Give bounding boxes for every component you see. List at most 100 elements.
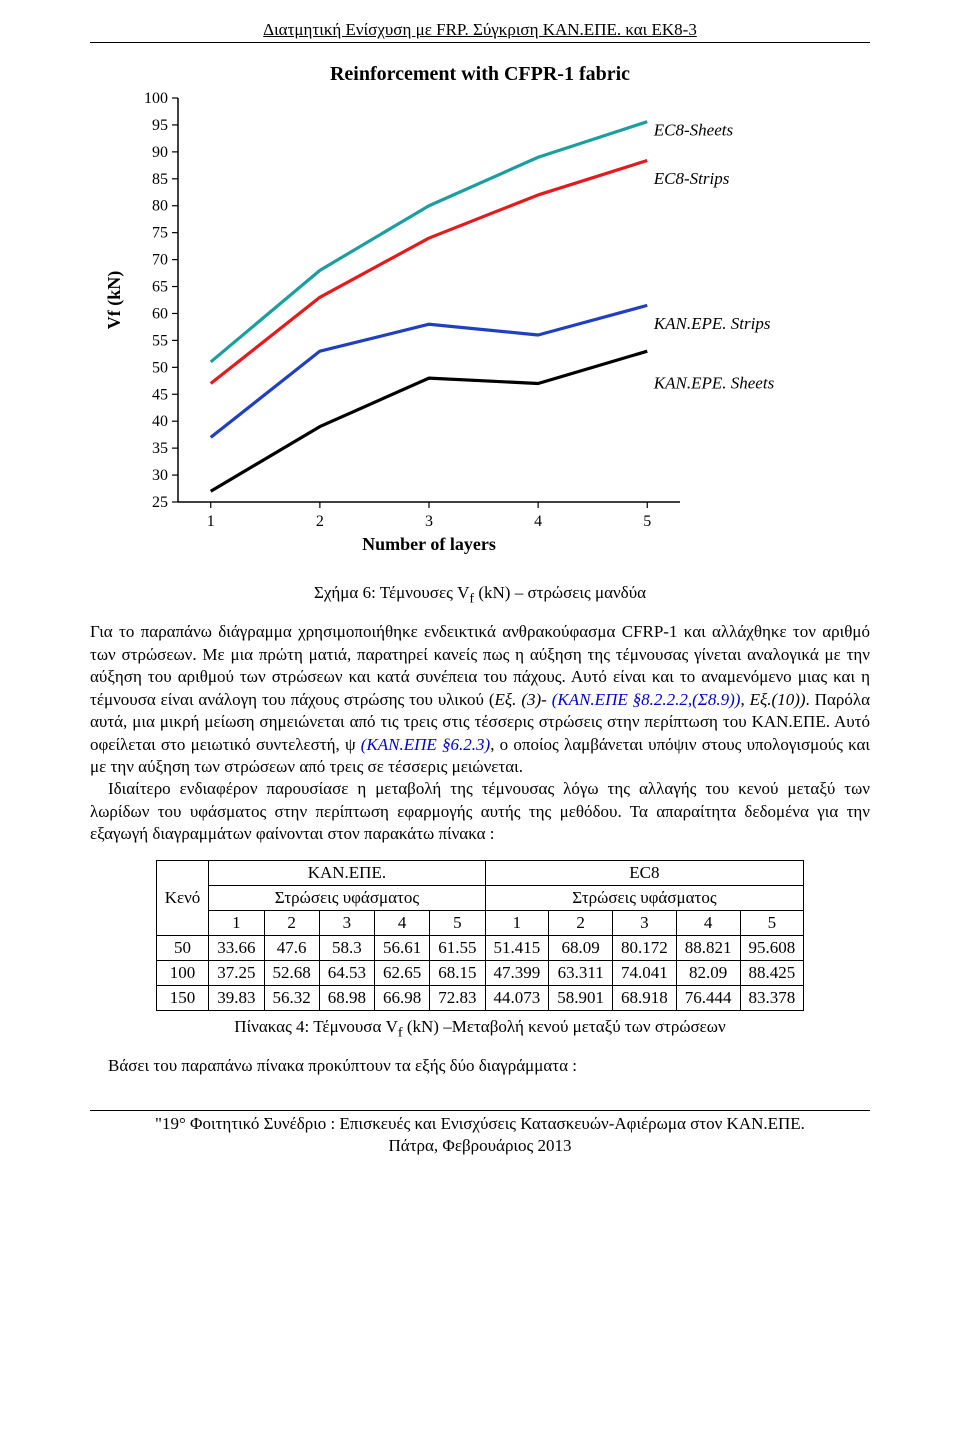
figure-6-caption: Σχήμα 6: Τέμνουσες Vf (kN) – στρώσεις μα… (90, 583, 870, 607)
closing-text: Βάσει του παραπάνω πίνακα προκύπτουν τα … (90, 1055, 870, 1077)
cell: 56.32 (264, 985, 319, 1010)
svg-text:90: 90 (152, 144, 168, 161)
col-number: 4 (676, 910, 740, 935)
cell: 82.09 (676, 960, 740, 985)
col-number: 3 (319, 910, 374, 935)
para1-b: , (740, 690, 749, 709)
cell: 61.55 (430, 935, 485, 960)
row-key: 100 (156, 960, 209, 985)
cell: 58.901 (549, 985, 613, 1010)
row-key: 150 (156, 985, 209, 1010)
cell: 88.425 (740, 960, 804, 985)
col-number: 2 (264, 910, 319, 935)
svg-text:70: 70 (152, 252, 168, 269)
footer: "19° Φοιτητικό Συνέδριο : Επισκευές και … (90, 1110, 870, 1157)
svg-text:Vf (kN): Vf (kN) (104, 271, 125, 330)
page: Διατμητική Ενίσχυση με FRP. Σύγκριση ΚΑΝ… (0, 0, 960, 1187)
closing: Βάσει του παραπάνω πίνακα προκύπτουν τα … (90, 1055, 870, 1077)
svg-text:EC8-Sheets: EC8-Sheets (653, 120, 734, 139)
svg-text:30: 30 (152, 467, 168, 484)
cell: 47.6 (264, 935, 319, 960)
row-header: Κενό (156, 860, 209, 935)
svg-text:1: 1 (207, 513, 215, 530)
cell: 80.172 (613, 935, 677, 960)
line-chart: 25303540455055606570758085909510012345Nu… (100, 90, 860, 560)
cell: 83.378 (740, 985, 804, 1010)
footer-line-2: Πάτρα, Φεβρουάριος 2013 (90, 1135, 870, 1157)
chart-frame: Reinforcement with CFPR-1 fabric 2530354… (100, 63, 860, 565)
caption-rest: (kN) – στρώσεις μανδύα (474, 583, 646, 602)
cell: 66.98 (375, 985, 430, 1010)
cell: 74.041 (613, 960, 677, 985)
footer-rule (90, 1110, 870, 1111)
para1-eq2: Εξ.(10)) (750, 690, 806, 709)
col-number: 3 (613, 910, 677, 935)
cell: 33.66 (209, 935, 264, 960)
running-head: Διατμητική Ενίσχυση με FRP. Σύγκριση ΚΑΝ… (90, 20, 870, 40)
para1-eq1: Εξ. (3)- (495, 690, 547, 709)
svg-text:85: 85 (152, 171, 168, 188)
data-table: ΚενόΚΑΝ.ΕΠΕ.EC8Στρώσεις υφάσματοςΣτρώσει… (156, 860, 805, 1011)
col-number: 4 (375, 910, 430, 935)
cell: 47.399 (485, 960, 549, 985)
svg-text:65: 65 (152, 279, 168, 296)
tcap-b: (kN) –Μεταβολή κενού μεταξύ των στρώσεων (403, 1017, 726, 1036)
body-text: Για το παραπάνω διάγραμμα χρησιμοποιήθηκ… (90, 621, 870, 845)
svg-text:40: 40 (152, 413, 168, 430)
table-4-caption: Πίνακας 4: Τέμνουσα Vf (kN) –Μεταβολή κε… (90, 1017, 870, 1041)
cell: 44.073 (485, 985, 549, 1010)
cell: 72.83 (430, 985, 485, 1010)
svg-text:55: 55 (152, 332, 168, 349)
sub-header: Στρώσεις υφάσματος (209, 885, 485, 910)
cell: 63.311 (549, 960, 613, 985)
cell: 68.918 (613, 985, 677, 1010)
para1-ref1: (ΚΑΝ.ΕΠΕ §8.2.2.2,(Σ8.9)) (547, 690, 741, 709)
chart-title: Reinforcement with CFPR-1 fabric (100, 63, 860, 86)
svg-text:95: 95 (152, 117, 168, 134)
cell: 88.821 (676, 935, 740, 960)
col-number: 5 (740, 910, 804, 935)
svg-text:25: 25 (152, 494, 168, 511)
cell: 58.3 (319, 935, 374, 960)
svg-text:Number of layers: Number of layers (362, 534, 496, 554)
cell: 68.09 (549, 935, 613, 960)
svg-text:KAN.EPE. Strips: KAN.EPE. Strips (653, 314, 771, 333)
svg-text:50: 50 (152, 359, 168, 376)
header-rule (90, 42, 870, 43)
svg-text:35: 35 (152, 440, 168, 457)
cell: 68.98 (319, 985, 374, 1010)
svg-text:EC8-Strips: EC8-Strips (653, 169, 730, 188)
cell: 95.608 (740, 935, 804, 960)
svg-text:3: 3 (425, 513, 433, 530)
col-number: 1 (209, 910, 264, 935)
svg-text:KAN.EPE. Sheets: KAN.EPE. Sheets (653, 373, 775, 392)
table-row: 5033.6647.658.356.6161.5551.41568.0980.1… (156, 935, 804, 960)
footer-line-1: "19° Φοιτητικό Συνέδριο : Επισκευές και … (90, 1113, 870, 1135)
group-header: EC8 (485, 860, 804, 885)
svg-text:5: 5 (643, 513, 651, 530)
svg-text:100: 100 (144, 90, 168, 107)
col-number: 1 (485, 910, 549, 935)
row-key: 50 (156, 935, 209, 960)
para2: Ιδιαίτερο ενδιαφέρον παρουσίασε η μεταβο… (90, 778, 870, 845)
svg-text:80: 80 (152, 198, 168, 215)
svg-text:60: 60 (152, 305, 168, 322)
svg-text:4: 4 (534, 513, 542, 530)
cell: 52.68 (264, 960, 319, 985)
sub-header: Στρώσεις υφάσματος (485, 885, 804, 910)
col-number: 5 (430, 910, 485, 935)
cell: 64.53 (319, 960, 374, 985)
svg-text:75: 75 (152, 225, 168, 242)
svg-text:2: 2 (316, 513, 324, 530)
para1-ref2: (ΚΑΝ.ΕΠΕ §6.2.3) (361, 735, 490, 754)
table-row: 15039.8356.3268.9866.9872.8344.07358.901… (156, 985, 804, 1010)
svg-text:45: 45 (152, 386, 168, 403)
cell: 37.25 (209, 960, 264, 985)
cell: 39.83 (209, 985, 264, 1010)
cell: 68.15 (430, 960, 485, 985)
cell: 76.444 (676, 985, 740, 1010)
cell: 51.415 (485, 935, 549, 960)
group-header: ΚΑΝ.ΕΠΕ. (209, 860, 485, 885)
caption-text: Σχήμα 6: Τέμνουσες V (314, 583, 469, 602)
table-row: 10037.2552.6864.5362.6568.1547.39963.311… (156, 960, 804, 985)
